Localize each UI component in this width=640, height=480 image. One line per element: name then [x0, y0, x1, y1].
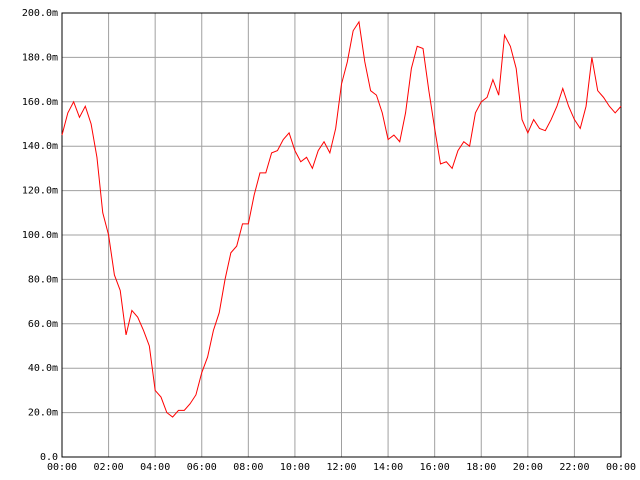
y-tick-label: 140.0m: [22, 141, 58, 152]
x-tick-label: 06:00: [187, 462, 217, 473]
x-tick-label: 08:00: [233, 462, 263, 473]
y-tick-label: 160.0m: [22, 97, 58, 108]
y-tick-label: 180.0m: [22, 52, 58, 63]
x-tick-label: 10:00: [280, 462, 310, 473]
x-tick-label: 04:00: [140, 462, 170, 473]
y-tick-label: 20.0m: [28, 408, 58, 419]
y-tick-label: 0.0: [40, 452, 58, 463]
y-tick-label: 100.0m: [22, 230, 58, 241]
x-tick-label: 00:00: [47, 462, 77, 473]
x-tick-label: 18:00: [466, 462, 496, 473]
y-tick-label: 40.0m: [28, 363, 58, 374]
y-tick-label: 60.0m: [28, 319, 58, 330]
data-line: [61, 20, 622, 418]
x-tick-label: 14:00: [373, 462, 403, 473]
x-tick-label: 12:00: [326, 462, 356, 473]
x-tick-label: 00:00: [606, 462, 636, 473]
plot-border: [61, 12, 622, 458]
x-tick-label: 16:00: [420, 462, 450, 473]
x-tick-label: 22:00: [559, 462, 589, 473]
y-tick-label: 120.0m: [22, 186, 58, 197]
x-tick-label: 20:00: [513, 462, 543, 473]
x-tick-label: 02:00: [94, 462, 124, 473]
y-tick-label: 200.0m: [22, 8, 58, 19]
y-tick-label: 80.0m: [28, 274, 58, 285]
